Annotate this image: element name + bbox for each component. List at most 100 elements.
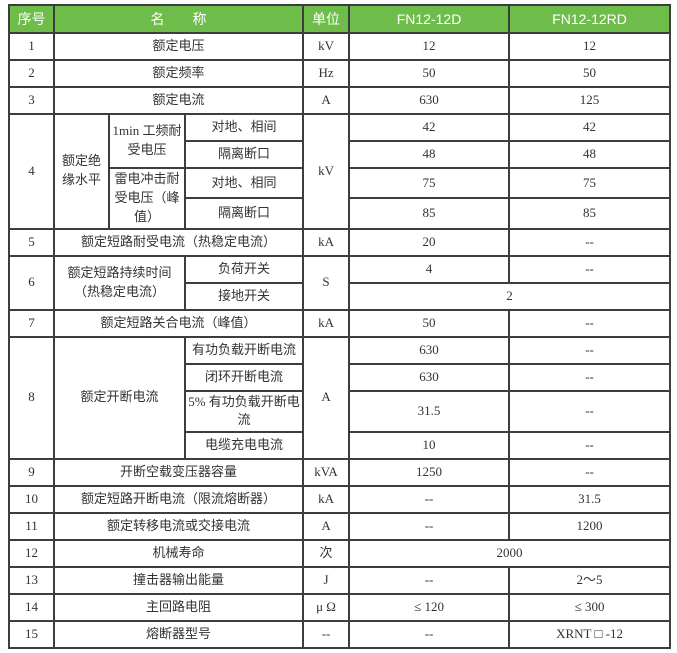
cell-no: 3 xyxy=(8,86,55,115)
cell-value-rd: ≤ 300 xyxy=(508,593,672,623)
cell-unit: J xyxy=(302,566,351,596)
cell-value-rd: -- xyxy=(508,308,672,338)
cell-unit: S xyxy=(302,254,351,311)
cell-unit: kVA xyxy=(302,458,351,488)
header-col-name: 名 称 xyxy=(52,4,305,34)
table-row: 10 额定短路开断电流（限流熔断器） kA -- 31.5 xyxy=(8,485,672,515)
cell-value-rd: 1200 xyxy=(508,512,672,542)
cell-no: 10 xyxy=(8,485,55,515)
cell-no: 2 xyxy=(8,59,55,88)
cell-sub-name: 闭环开断电流 xyxy=(183,362,305,392)
cell-sub-name: 隔离断口 xyxy=(183,140,305,169)
table-row: 7 额定短路关合电流（峰值） kA 50 -- xyxy=(8,308,672,338)
cell-value-d: 75 xyxy=(348,166,511,200)
cell-group-name: 额定短路持续时间（热稳定电流） xyxy=(53,254,186,311)
cell-sub-name: 5% 有功负载开断电流 xyxy=(183,389,305,434)
cell-unit: -- xyxy=(302,620,351,650)
cell-value-rd: -- xyxy=(508,458,672,488)
table-row: 12 机械寿命 次 2000 xyxy=(8,539,672,569)
cell-no: 4 xyxy=(8,113,55,230)
cell-sub-name: 接地开关 xyxy=(183,281,305,311)
cell-value-rd: -- xyxy=(508,362,672,392)
cell-value-d: ≤ 120 xyxy=(348,593,511,623)
cell-name: 熔断器型号 xyxy=(52,620,305,650)
cell-value-d: 85 xyxy=(348,197,511,230)
cell-value-d: 10 xyxy=(348,431,511,461)
cell-value-d: 42 xyxy=(348,113,511,142)
cell-value-rd: 50 xyxy=(508,59,672,88)
table-row: 隔离断口 85 85 xyxy=(9,197,672,230)
cell-name: 撞击器输出能量 xyxy=(52,566,305,596)
cell-value-d: 50 xyxy=(348,308,511,338)
cell-no: 7 xyxy=(8,308,55,338)
cell-name: 额定频率 xyxy=(52,59,305,88)
cell-no: 15 xyxy=(8,620,55,650)
cell-value-rd: 2～5 xyxy=(508,566,672,596)
cell-no: 5 xyxy=(8,227,55,257)
cell-value-d: -- xyxy=(348,512,511,542)
cell-unit: kA xyxy=(302,227,351,257)
cell-value-rd: XRNT □ -12 xyxy=(508,620,672,650)
table-row: 11 额定转移电流或交接电流 A -- 1200 xyxy=(8,512,672,542)
cell-unit: 次 xyxy=(302,539,351,569)
cell-value-d: 630 xyxy=(348,335,511,365)
cell-value-d: 1250 xyxy=(348,458,511,488)
table-row: 6 额定短路持续时间（热稳定电流） 负荷开关 S 4 -- xyxy=(8,254,672,311)
table-row: 8 额定开断电流 有功负载开断电流 A 630 -- xyxy=(8,335,672,461)
cell-name: 额定短路开断电流（限流熔断器） xyxy=(52,485,305,515)
cell-subgroup-name: 雷电冲击耐受电压（峰值） xyxy=(108,167,186,230)
cell-value-rd: -- xyxy=(508,254,672,284)
table-row: 5% 有功负载开断电流 31.5 -- xyxy=(9,389,672,434)
cell-value-d: -- xyxy=(348,620,511,650)
table-row: 电缆充电电流 10 -- xyxy=(9,431,672,461)
table-row: 接地开关 2 xyxy=(9,281,672,311)
table-row: 4 额定绝缘水平 1min 工频耐受电压 对地、相间 kV 42 42 xyxy=(8,113,672,230)
cell-sub-name: 有功负载开断电流 xyxy=(183,335,305,365)
cell-value-d: 630 xyxy=(348,362,511,392)
cell-unit: A xyxy=(302,335,351,461)
header-col-model-d: FN12-12D xyxy=(348,4,511,34)
cell-name: 主回路电阻 xyxy=(52,593,305,623)
header-row: 序号 名 称 单位 FN12-12D FN12-12RD xyxy=(8,4,672,34)
cell-value-rd: 75 xyxy=(508,166,672,200)
cell-value-rd: 85 xyxy=(508,197,672,230)
table-row: 14 主回路电阻 μ Ω ≤ 120 ≤ 300 xyxy=(8,593,672,623)
cell-value-rd: 12 xyxy=(508,32,672,61)
table-row: 2 额定频率 Hz 50 50 xyxy=(8,59,672,88)
cell-name: 额定短路耐受电流（热稳定电流） xyxy=(52,227,305,257)
cell-no: 6 xyxy=(8,254,55,311)
table-row: 3 额定电流 A 630 125 xyxy=(8,86,672,115)
cell-value-d: 48 xyxy=(348,140,511,169)
table-row: 闭环开断电流 630 -- xyxy=(9,362,672,392)
cell-name: 额定短路关合电流（峰值） xyxy=(52,308,305,338)
cell-value-rd: 125 xyxy=(508,86,672,115)
cell-value-d: 50 xyxy=(348,59,511,88)
header-col-unit: 单位 xyxy=(302,4,351,34)
cell-unit: kV xyxy=(302,113,351,230)
cell-sub-name: 电缆充电电流 xyxy=(183,431,305,461)
cell-value-d: 12 xyxy=(348,32,511,61)
spec-table: 序号 名 称 单位 FN12-12D FN12-12RD 1 额定电压 kV 1… xyxy=(8,4,672,650)
table-row: 9 开断空载变压器容量 kVA 1250 -- xyxy=(8,458,672,488)
cell-value-d: 4 xyxy=(348,254,511,284)
cell-unit: kA xyxy=(302,308,351,338)
cell-no: 13 xyxy=(8,566,55,596)
cell-name: 额定电流 xyxy=(52,86,305,115)
header-col-model-rd: FN12-12RD xyxy=(508,4,672,34)
cell-no: 14 xyxy=(8,593,55,623)
cell-value-d: 31.5 xyxy=(348,389,511,434)
cell-name: 额定转移电流或交接电流 xyxy=(52,512,305,542)
cell-unit: A xyxy=(302,512,351,542)
cell-unit: kV xyxy=(302,32,351,61)
cell-no: 8 xyxy=(8,335,55,461)
cell-value-span: 2 xyxy=(348,281,672,311)
cell-value-d: 20 xyxy=(348,227,511,257)
cell-value-rd: 48 xyxy=(508,140,672,169)
cell-no: 11 xyxy=(8,512,55,542)
cell-sub-name: 隔离断口 xyxy=(183,197,305,230)
table-row: 5 额定短路耐受电流（热稳定电流） kA 20 -- xyxy=(8,227,672,257)
cell-no: 9 xyxy=(8,458,55,488)
cell-unit: A xyxy=(302,86,351,115)
cell-no: 12 xyxy=(8,539,55,569)
